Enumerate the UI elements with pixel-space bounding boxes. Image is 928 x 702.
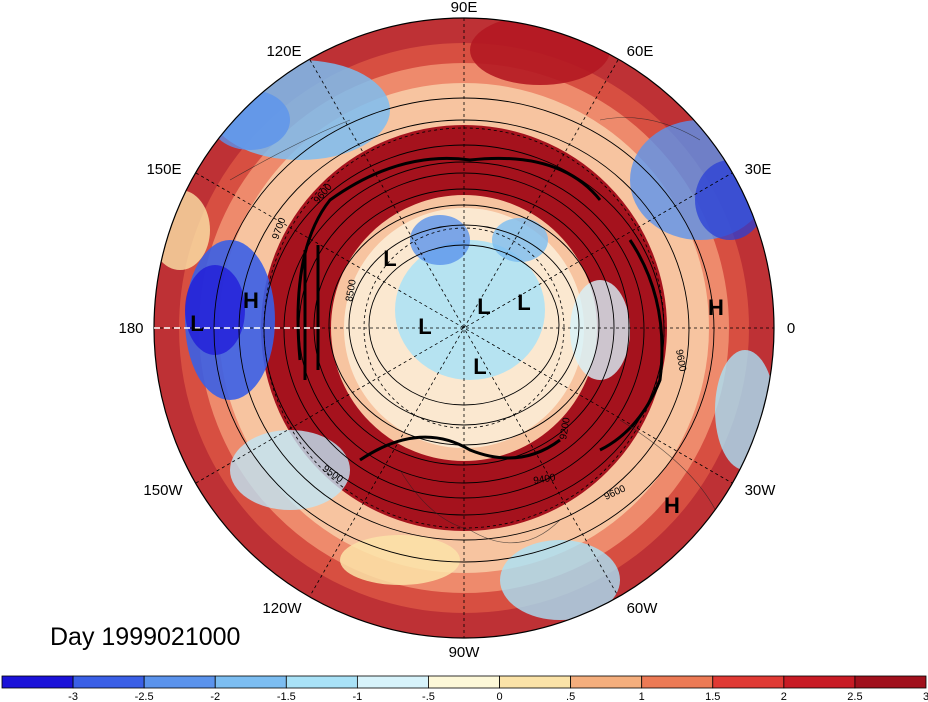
contour-label: 9400: [533, 472, 557, 487]
lon-label-90e: 90E: [451, 0, 478, 16]
low-center: L: [477, 294, 490, 319]
contour-label: 9200: [558, 416, 573, 440]
longitude-labels: 90E 60E 30E 0 30W 60W 90W 120W 150W 180 …: [118, 0, 795, 661]
day-title: Day 1999021000: [50, 623, 240, 651]
pressure-centers: L L L L L L H H H: [190, 246, 724, 518]
high-center: H: [243, 288, 259, 313]
lon-label-0: 0: [787, 320, 795, 337]
contour-label: 8500: [344, 278, 359, 302]
colorbar-swatch: [783, 675, 856, 689]
lon-label-90w: 90W: [449, 644, 481, 661]
colorbar-swatch: [499, 675, 572, 689]
colorbar-tick-label: -3: [68, 691, 78, 702]
colorbar-swatch: [143, 675, 216, 689]
lon-label-150e: 150E: [146, 161, 181, 178]
colorbar-tick-label: -.5: [422, 691, 435, 702]
colorbar-tick-label: -2.5: [135, 691, 154, 702]
jet-contours: [296, 156, 664, 462]
colorbar-tick-label: 2.5: [847, 691, 862, 702]
low-center: L: [517, 290, 530, 315]
colorbar-swatch: [854, 675, 927, 689]
lon-label-120w: 120W: [262, 600, 302, 617]
high-center: H: [664, 493, 680, 518]
colorbar-swatch: [712, 675, 785, 689]
colorbar-swatch: [1, 675, 74, 689]
colorbar-swatch: [72, 675, 145, 689]
colorbar-tick-label: .5: [566, 691, 575, 702]
graticule: [154, 18, 774, 638]
high-center: H: [708, 295, 724, 320]
colorbar-swatch: [428, 675, 500, 689]
colorbar-tick-label: 0: [496, 691, 502, 702]
colorbar-swatch: [356, 675, 429, 689]
colorbar-tick-label: 1.5: [705, 691, 720, 702]
lon-label-60w: 60W: [627, 600, 659, 617]
colorbar-tick-label: -1: [352, 691, 362, 702]
coastlines: [229, 117, 721, 544]
colorbar-swatch: [214, 675, 287, 689]
colorbar-swatch: [570, 675, 643, 689]
lon-label-60e: 60E: [627, 43, 654, 60]
lon-label-30e: 30E: [745, 161, 772, 178]
lon-label-30w: 30W: [745, 482, 777, 499]
low-center: L: [418, 314, 431, 339]
low-center: L: [190, 311, 203, 336]
lon-label-120e: 120E: [266, 43, 301, 60]
colorbar-tick-label: 1: [639, 691, 645, 702]
colorbar-swatch: [285, 675, 358, 689]
colorbar-tick-label: -2: [210, 691, 220, 702]
colorbar-tick-label: 3: [923, 691, 928, 702]
low-center: L: [383, 246, 396, 271]
anomaly-field: [154, 18, 774, 638]
contour-label: 9600: [673, 349, 688, 373]
colorbar-tick-label: -1.5: [277, 691, 296, 702]
colorbar-swatch: [641, 675, 714, 689]
colorbar-tick-label: 2: [781, 691, 787, 702]
low-center: L: [473, 354, 486, 379]
lon-label-180: 180: [118, 320, 143, 337]
colorbar: -3 -2.5 -2 -1.5 -1 -.5 0 .5 1 1.5 2 2.5 3: [1, 675, 928, 702]
lon-label-150w: 150W: [143, 482, 183, 499]
